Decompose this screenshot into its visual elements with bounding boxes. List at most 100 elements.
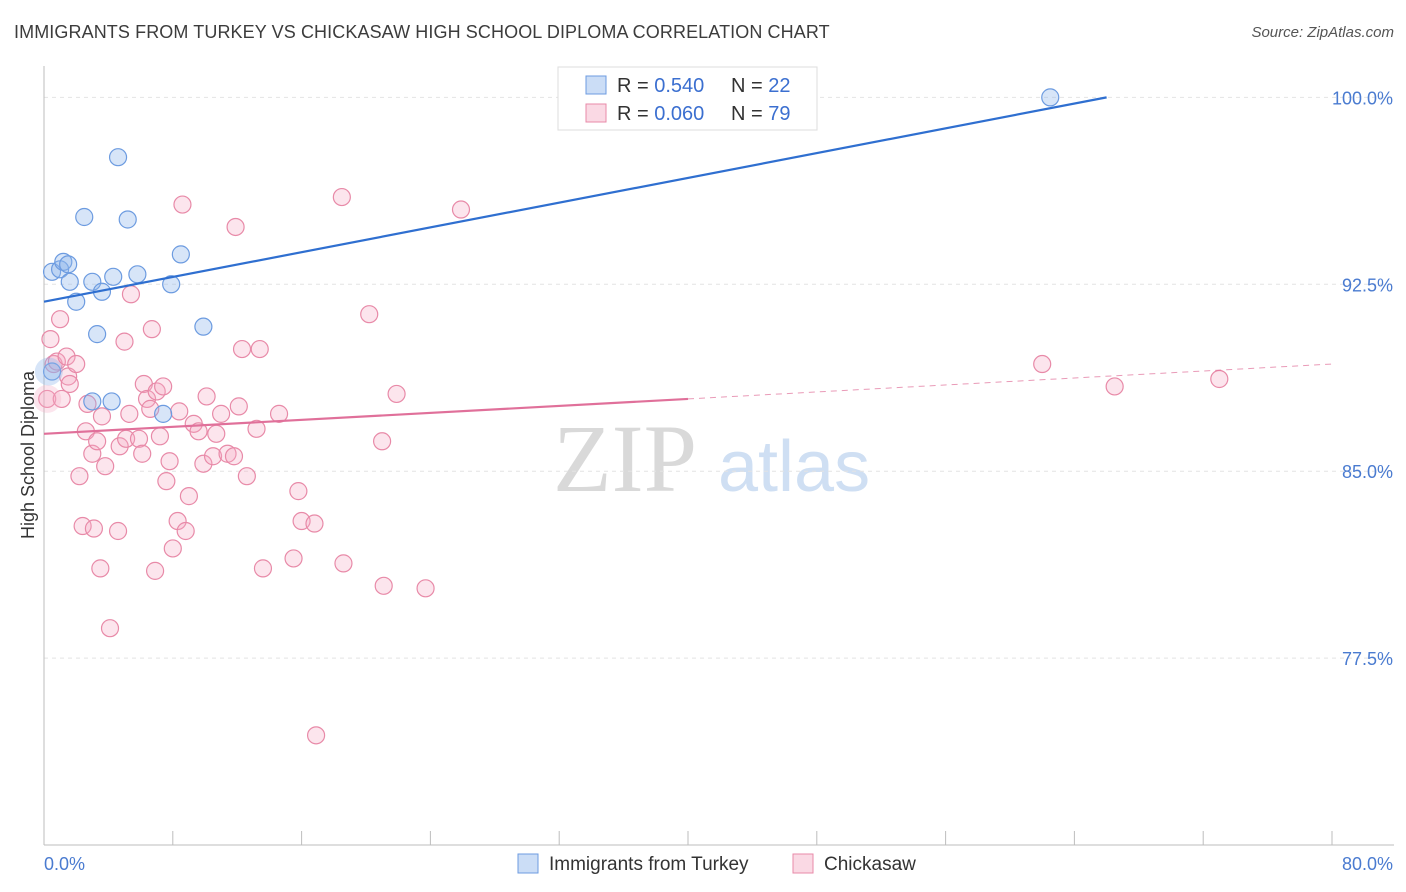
chickasaw-point — [451, 200, 471, 219]
chickasaw-point — [115, 332, 134, 351]
chickasaw-point — [120, 404, 139, 423]
grid-lines — [44, 96, 1392, 659]
chickasaw-point — [387, 384, 406, 404]
turkey-point — [67, 292, 86, 311]
chickasaw-trend-line — [43, 397, 689, 435]
chickasaw-point — [373, 432, 392, 451]
chickasaw-point — [1105, 377, 1124, 396]
chickasaw-point — [360, 305, 379, 324]
turkey-point — [171, 245, 190, 264]
chickasaw-point-cluster — [33, 384, 62, 413]
trend-lines — [43, 96, 1333, 435]
chickasaw-point — [170, 402, 189, 421]
chickasaw-point — [70, 467, 89, 486]
chickasaw-point — [224, 447, 244, 466]
chickasaw-point — [100, 619, 120, 638]
chickasaw-point — [60, 374, 79, 394]
chickasaw-point — [57, 347, 76, 366]
chickasaw-point — [108, 521, 128, 541]
chickasaw-point — [332, 187, 351, 207]
chickasaw-point — [203, 447, 223, 466]
turkey-point — [60, 272, 79, 291]
chickasaw-point — [160, 452, 179, 471]
x-tick-label: 0.0% — [44, 854, 85, 874]
chickasaw-point — [1033, 354, 1052, 374]
chickasaw-point — [67, 354, 86, 374]
bottom-legend-swatch-turkey — [517, 853, 539, 874]
legend-n-label-2: N = — [731, 103, 768, 125]
chickasaw-point — [250, 339, 269, 359]
chickasaw-point — [157, 472, 176, 491]
turkey-trend-line — [43, 96, 1107, 303]
y-axis-label: High School Diploma — [18, 370, 38, 539]
legend-r-value-1: 0.540 — [654, 75, 704, 97]
tick-labels: 77.5% 85.0% 92.5% 100.0% 0.0% 80.0% — [44, 88, 1393, 874]
svg-text:R = 0.060: R = 0.060 — [617, 103, 704, 125]
turkey-point — [83, 392, 102, 411]
turkey-point — [128, 265, 147, 284]
turkey-point — [154, 404, 173, 423]
chickasaw-point — [173, 195, 192, 214]
chickasaw-point — [38, 389, 57, 409]
chickasaw-point — [212, 404, 231, 423]
chickasaw-point — [253, 559, 273, 578]
chickasaw-point — [52, 389, 71, 409]
bottom-legend-swatch-chickasaw — [792, 853, 814, 874]
bottom-legend: Immigrants from Turkey Chickasaw — [517, 853, 916, 875]
legend-swatch-turkey — [585, 75, 607, 95]
turkey-point — [118, 210, 137, 229]
chickasaw-point — [88, 432, 107, 451]
chickasaw-point — [197, 387, 216, 406]
chickasaw-point — [232, 339, 252, 359]
x-tick-label: 80.0% — [1342, 854, 1393, 874]
chickasaw-point — [237, 467, 256, 486]
chickasaw-point — [137, 389, 157, 409]
chickasaw-point — [163, 539, 182, 558]
chickasaw-point — [73, 516, 92, 536]
chickasaw-point — [306, 726, 326, 745]
chickasaw-point — [145, 561, 165, 580]
chickasaw-point — [142, 320, 161, 339]
turkey-point — [162, 275, 181, 294]
watermark-atlas: atlas — [718, 427, 870, 507]
watermark-zip: ZIP — [553, 405, 697, 512]
legend-n-value-2: 79 — [768, 103, 790, 125]
turkey-point — [194, 317, 213, 336]
chickasaw-point — [110, 437, 129, 456]
chickasaw-point — [133, 444, 152, 463]
chickasaw-point — [416, 579, 435, 598]
chickasaw-point — [176, 521, 195, 541]
legend-box: R = 0.540 N = 22 R = 0.060 N = 79 — [557, 66, 818, 131]
turkey-point — [54, 252, 73, 271]
chickasaw-point — [226, 217, 245, 237]
chickasaw-point — [269, 404, 289, 423]
chart-title: IMMIGRANTS FROM TURKEY VS CHICKASAW HIGH… — [14, 22, 830, 42]
svg-text:N = 22: N = 22 — [731, 75, 791, 97]
turkey-point — [88, 325, 107, 344]
chickasaw-point — [121, 285, 141, 304]
chickasaw-point — [289, 482, 308, 501]
chickasaw-point — [247, 419, 266, 438]
chickasaw-point — [229, 397, 248, 416]
turkey-point — [42, 362, 62, 381]
chickasaw-point — [207, 424, 226, 443]
turkey-point — [108, 148, 128, 167]
turkey-point — [59, 255, 78, 274]
chickasaw-point — [1210, 369, 1229, 389]
chickasaw-point — [194, 454, 213, 473]
chickasaw-point — [50, 310, 70, 329]
chickasaw-point — [179, 487, 198, 506]
y-tick-label: 100.0% — [1332, 88, 1393, 108]
legend-swatch-chickasaw — [585, 103, 607, 123]
chickasaw-point — [47, 352, 66, 371]
axes — [43, 66, 1394, 846]
turkey-point-cluster — [34, 357, 63, 386]
legend-n-value-1: 22 — [768, 75, 790, 97]
chickasaw-point — [84, 519, 104, 538]
chickasaw-point — [91, 559, 110, 578]
y-tick-label: 85.0% — [1342, 462, 1393, 482]
chickasaw-point — [78, 394, 97, 414]
chickasaw-point — [305, 514, 324, 533]
chickasaw-point — [92, 407, 112, 426]
